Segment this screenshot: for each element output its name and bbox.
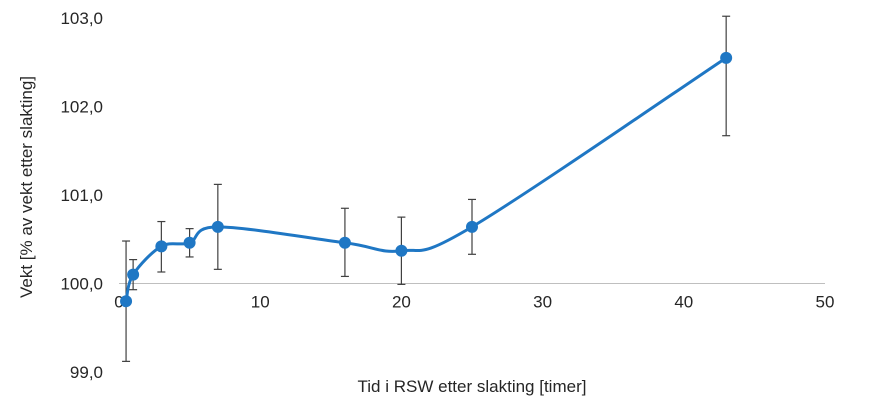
y-axis-title: Vekt [% av vekt etter slakting] [17, 76, 36, 298]
data-point [155, 240, 168, 253]
data-point [127, 268, 140, 281]
x-axis-tick-labels: 0 10 20 30 40 50 [114, 293, 834, 312]
y-tick-label: 102,0 [60, 98, 103, 117]
x-tick-label: 10 [251, 293, 270, 312]
data-point [211, 220, 224, 233]
x-tick-label: 40 [674, 293, 693, 312]
error-bar [722, 15, 731, 137]
series-layer [120, 15, 733, 362]
data-point [466, 220, 478, 233]
x-tick-label: 50 [816, 293, 835, 312]
y-tick-label: 100,0 [60, 275, 103, 294]
y-tick-label: 101,0 [60, 186, 103, 205]
data-point [183, 236, 196, 249]
y-axis-tick-labels: 99,0 100,0 101,0 102,0 103,0 [60, 9, 103, 382]
x-axis-title: Tid i RSW etter slakting [timer] [358, 377, 587, 396]
data-point [395, 244, 408, 257]
x-tick-label: 20 [392, 293, 411, 312]
data-point [720, 51, 733, 64]
series-line [124, 56, 728, 303]
x-tick-label: 30 [533, 293, 552, 312]
x-tick-label: 0 [114, 293, 123, 312]
y-tick-label: 103,0 [60, 9, 103, 28]
data-point [338, 236, 351, 249]
y-tick-label: 99,0 [70, 363, 103, 382]
data-point [120, 295, 133, 308]
